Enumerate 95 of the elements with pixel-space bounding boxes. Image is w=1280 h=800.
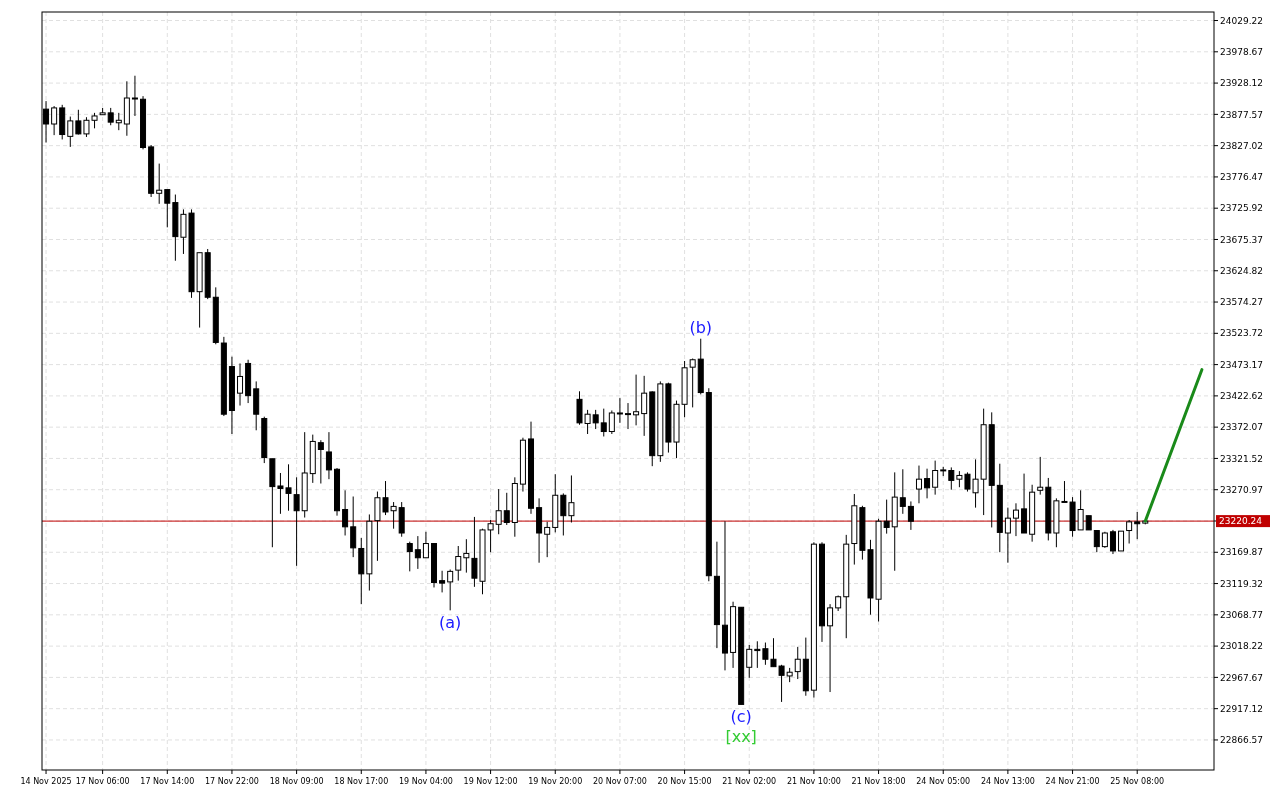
candlestick [608, 409, 615, 435]
x-tick-label: 17 Nov 14:00 [140, 777, 195, 786]
candlestick [51, 105, 58, 136]
x-tick-label: 20 Nov 07:00 [592, 777, 647, 786]
candlestick [342, 489, 349, 536]
candlestick [794, 646, 801, 680]
candlestick [447, 569, 454, 611]
x-tick-label: 24 Nov 21:00 [1045, 777, 1100, 786]
candlestick [455, 545, 462, 582]
candlestick [907, 500, 914, 531]
ref-line-label: 23220.24 [1219, 516, 1263, 527]
candlestick [463, 538, 470, 574]
x-tick-label: 21 Nov 02:00 [722, 777, 777, 786]
x-tick-label: 14 Nov 2025 [20, 777, 72, 786]
candlestick [924, 468, 931, 499]
y-tick-label: 23928.12 [1220, 78, 1263, 89]
candlestick [350, 496, 357, 558]
candlestick [422, 531, 429, 559]
candlestick [414, 535, 421, 570]
candlestick [503, 492, 510, 526]
y-tick-label: 24029.22 [1220, 15, 1263, 26]
y-tick-label: 22917.12 [1220, 703, 1263, 714]
candlestick [1134, 511, 1141, 540]
candlestick [568, 474, 575, 523]
candlestick [754, 640, 761, 669]
y-tick-label: 23877.57 [1220, 109, 1263, 120]
candlestick [1118, 530, 1125, 552]
candlestick [131, 75, 138, 117]
x-tick-label: 18 Nov 09:00 [269, 777, 324, 786]
candlestick [1109, 529, 1116, 555]
candlestick [544, 521, 551, 558]
y-tick-label: 23624.82 [1220, 265, 1263, 276]
y-tick-label: 23068.77 [1220, 609, 1263, 620]
x-tick-label: 19 Nov 04:00 [398, 777, 453, 786]
x-tick-label: 17 Nov 06:00 [75, 777, 130, 786]
candlestick [406, 541, 413, 572]
candlestick [439, 570, 446, 593]
y-tick-label: 23675.37 [1220, 234, 1263, 245]
y-tick-label: 22967.67 [1220, 672, 1263, 683]
y-tick-label: 23725.92 [1220, 203, 1263, 214]
x-tick-label: 21 Nov 18:00 [851, 777, 906, 786]
candlestick [1037, 456, 1044, 496]
candlestick [592, 409, 599, 430]
x-tick-label: 17 Nov 22:00 [204, 777, 259, 786]
candlestick [932, 460, 939, 496]
candlestick [641, 375, 648, 437]
candlestick [560, 492, 567, 536]
y-tick-label: 23018.22 [1220, 641, 1263, 652]
annotation: (b) [689, 317, 713, 337]
x-tick-label: 20 Nov 15:00 [657, 777, 712, 786]
x-tick-label: 24 Nov 13:00 [980, 777, 1035, 786]
candlestick [616, 397, 623, 424]
y-tick-label: 23978.67 [1220, 46, 1263, 57]
candlestick [899, 468, 906, 515]
y-tick-label: 23119.32 [1220, 578, 1263, 589]
y-tick-label: 22866.57 [1220, 735, 1263, 746]
candlestick [633, 374, 640, 426]
annotation: [xx] [725, 727, 757, 747]
x-tick-label: 18 Nov 17:00 [334, 777, 389, 786]
candlestick [1004, 507, 1011, 564]
candlestick [948, 466, 955, 491]
candlestick [624, 402, 632, 430]
x-tick-label: 21 Nov 10:00 [786, 777, 841, 786]
candlestick [325, 431, 332, 480]
candlestick [746, 644, 753, 679]
y-tick-label: 23422.62 [1220, 391, 1263, 402]
candlestick [600, 408, 607, 437]
candlestick [1012, 502, 1019, 537]
y-tick-label: 23473.17 [1220, 359, 1263, 370]
candlestick [689, 358, 696, 408]
y-tick-label: 23827.02 [1220, 140, 1263, 151]
y-tick-label: 23574.27 [1220, 297, 1263, 308]
x-tick-label: 19 Nov 12:00 [463, 777, 518, 786]
candlestick [827, 603, 834, 693]
candlestick [317, 439, 324, 485]
candlestick [1093, 530, 1100, 553]
candlestick [293, 476, 300, 567]
y-tick-label: 23776.47 [1220, 172, 1263, 183]
candlestick [156, 163, 163, 205]
y-tick-label: 23523.72 [1220, 328, 1263, 339]
x-tick-label: 24 Nov 05:00 [916, 777, 971, 786]
y-tick-label: 23270.97 [1220, 484, 1263, 495]
candlestick [67, 116, 74, 148]
annotation: (c) [730, 707, 752, 727]
candlestick [915, 465, 922, 504]
candlestick [1126, 519, 1133, 545]
x-tick-label: 19 Nov 20:00 [528, 777, 583, 786]
y-tick-label: 23321.52 [1220, 453, 1263, 464]
candlestick [495, 488, 502, 535]
annotation: (a) [439, 613, 462, 633]
y-tick-label: 23169.87 [1220, 547, 1263, 558]
candlestick [164, 189, 171, 228]
x-tick-label: 25 Nov 08:00 [1110, 777, 1165, 786]
candlestick [237, 362, 244, 407]
y-tick-label: 23372.07 [1220, 422, 1263, 433]
